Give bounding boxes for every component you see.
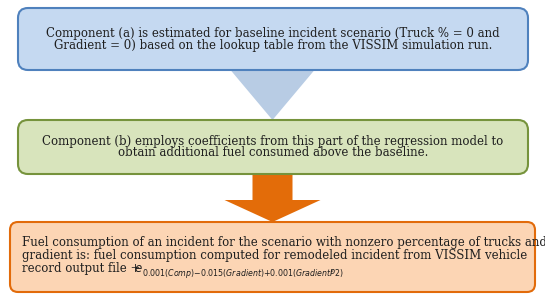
Text: Gradient = 0) based on the lookup table from the VISSIM simulation run.: Gradient = 0) based on the lookup table … — [54, 39, 492, 51]
Text: Component (b) employs coefficients from this part of the regression model to: Component (b) employs coefficients from … — [43, 135, 504, 148]
FancyBboxPatch shape — [18, 120, 528, 174]
Text: $e$: $e$ — [134, 262, 143, 275]
FancyBboxPatch shape — [18, 8, 528, 70]
Polygon shape — [231, 70, 314, 120]
Text: Component (a) is estimated for baseline incident scenario (Truck % = 0 and: Component (a) is estimated for baseline … — [46, 26, 500, 40]
Text: Fuel consumption of an incident for the scenario with nonzero percentage of truc: Fuel consumption of an incident for the … — [22, 236, 545, 249]
FancyBboxPatch shape — [10, 222, 535, 292]
Text: $\mathit{0.001(Comp){-}0.015(Gradient){+}0.001(GradientP2)}$: $\mathit{0.001(Comp){-}0.015(Gradient){+… — [142, 267, 344, 280]
Text: .: . — [330, 262, 334, 275]
Polygon shape — [225, 174, 320, 222]
Text: obtain additional fuel consumed above the baseline.: obtain additional fuel consumed above th… — [118, 146, 428, 159]
Text: gradient is: fuel consumption computed for remodeled incident from VISSIM vehicl: gradient is: fuel consumption computed f… — [22, 249, 527, 262]
Text: record output file +: record output file + — [22, 262, 144, 275]
